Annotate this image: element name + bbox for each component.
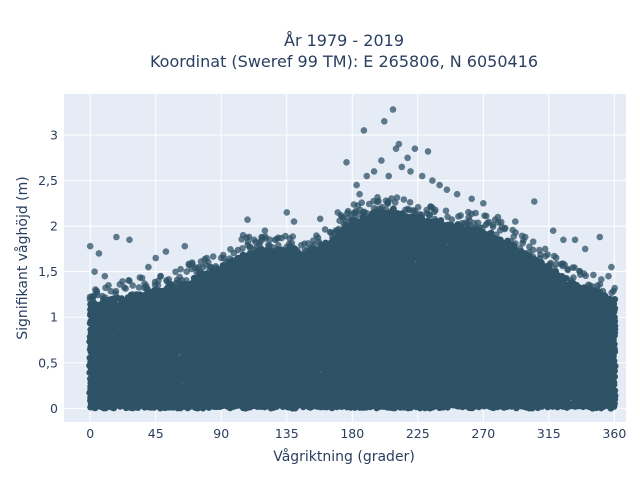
data-point [154, 282, 162, 289]
data-point [172, 268, 179, 276]
data-point [119, 278, 126, 285]
data-point [135, 284, 143, 291]
data-point [126, 277, 133, 285]
data-point [93, 288, 101, 296]
data-point [177, 265, 184, 273]
data-point [112, 287, 120, 295]
data-points [86, 106, 619, 412]
data-point [157, 272, 164, 280]
data-point [105, 282, 112, 289]
data-point [122, 285, 129, 292]
data-point [138, 274, 146, 282]
data-point [129, 282, 136, 289]
data-point [289, 233, 297, 240]
data-point [165, 276, 173, 283]
data-point [209, 253, 217, 260]
